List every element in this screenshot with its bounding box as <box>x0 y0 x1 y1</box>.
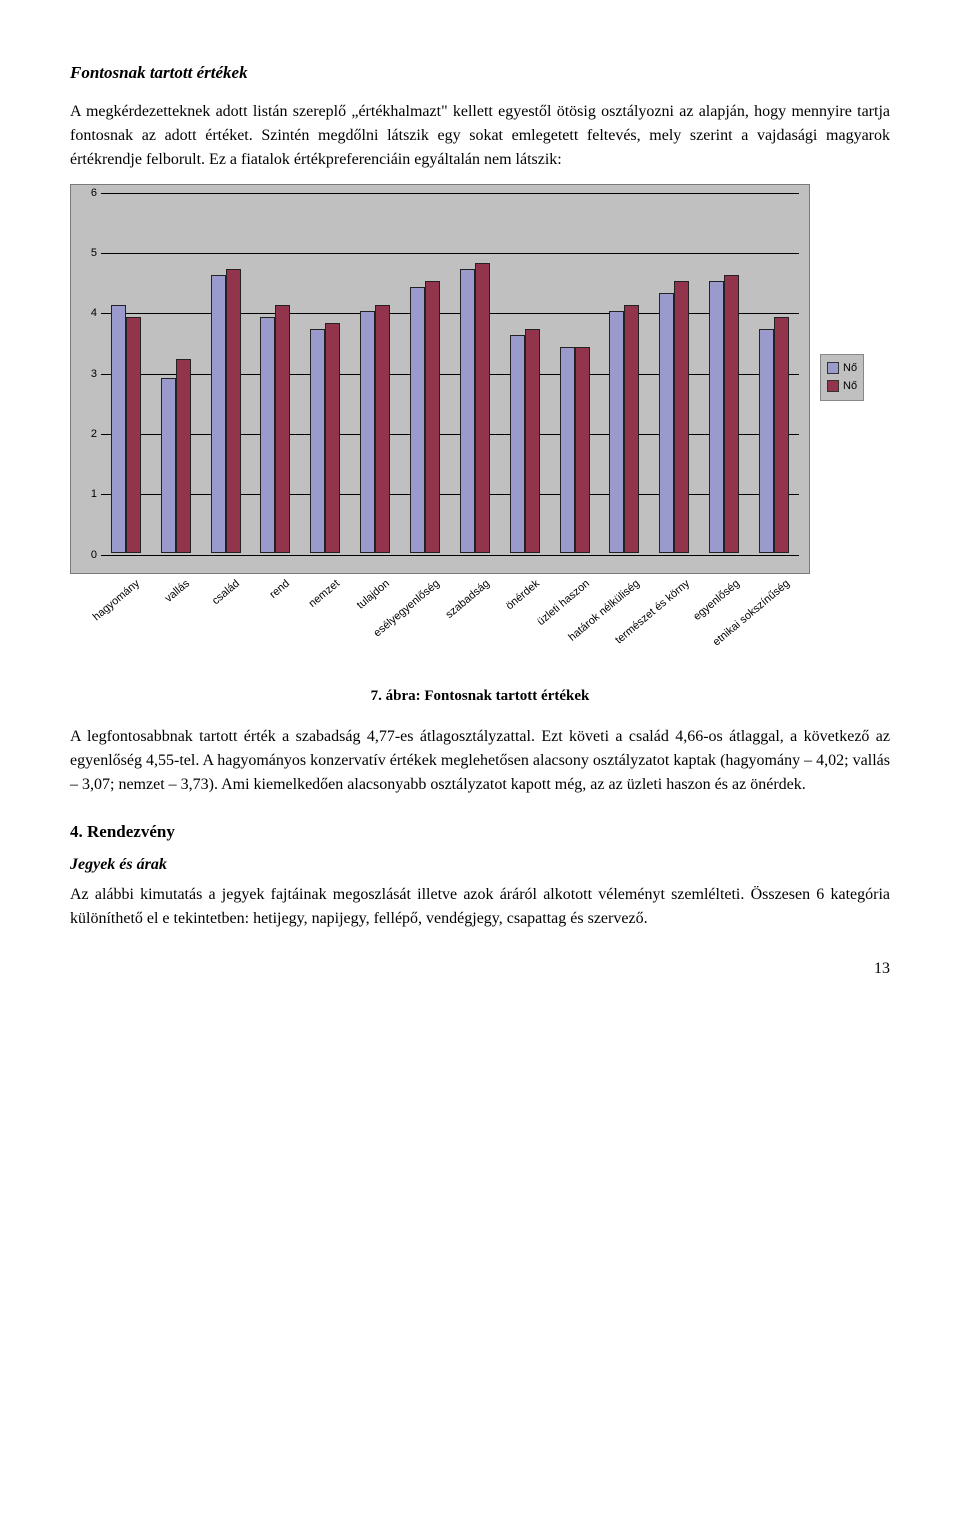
bar-series-1 <box>211 275 226 553</box>
bar-series-1 <box>560 347 575 552</box>
ytick-label: 2 <box>79 426 97 443</box>
ytick-label: 4 <box>79 305 97 322</box>
legend-swatch-2 <box>827 380 839 392</box>
bar-group <box>111 305 141 552</box>
legend-entry-1: Nő <box>827 359 857 378</box>
bar-series-1 <box>260 317 275 552</box>
bar-group <box>260 305 290 552</box>
bar-series-2 <box>575 347 590 552</box>
bar-group <box>609 305 639 552</box>
bar-group <box>560 347 590 552</box>
page-number: 13 <box>70 957 890 981</box>
bar-group <box>310 323 340 552</box>
subsubheading: Jegyek és árak <box>70 853 890 877</box>
chart-x-labels: hagyományvalláscsaládrendnemzettulajdone… <box>70 576 810 671</box>
section-title: Fontosnak tartott értékek <box>70 60 890 86</box>
bar-series-1 <box>360 311 375 552</box>
bar-group <box>709 275 739 553</box>
bar-group <box>460 263 490 553</box>
bar-group <box>759 317 789 552</box>
bar-series-2 <box>525 329 540 552</box>
bar-group <box>659 281 689 553</box>
bar-series-2 <box>226 269 241 553</box>
bar-group <box>161 359 191 552</box>
bar-series-1 <box>609 311 624 552</box>
bar-series-1 <box>709 281 724 553</box>
chart-plot-area: 0 1 2 3 4 5 6 <box>70 184 810 574</box>
x-category-label: rend <box>266 576 293 603</box>
ytick-label: 6 <box>79 184 97 201</box>
chart-caption: 7. ábra: Fontosnak tartott értékek <box>70 685 890 708</box>
bar-series-2 <box>126 317 141 552</box>
bar-series-2 <box>176 359 191 552</box>
bar-series-1 <box>510 335 525 552</box>
values-chart: 0 1 2 3 4 5 6 Nő Nő hagyomány vallás család rendn… <box>70 184 890 671</box>
ytick-label: 5 <box>79 245 97 262</box>
bar-series-2 <box>275 305 290 552</box>
bar-group <box>410 281 440 553</box>
x-category-label: hagyomány <box>89 576 143 625</box>
bar-series-1 <box>111 305 126 552</box>
bar-group <box>211 269 241 553</box>
bar-series-1 <box>659 293 674 552</box>
bar-series-2 <box>375 305 390 552</box>
legend-label-1: Nő <box>843 360 857 377</box>
subheading: 4. Rendezvény <box>70 819 890 845</box>
body-paragraph-2: Az alábbi kimutatás a jegyek fajtáinak m… <box>70 883 890 931</box>
ytick-label: 3 <box>79 365 97 382</box>
bar-series-1 <box>460 269 475 553</box>
x-category-label: önérdek <box>503 576 544 614</box>
intro-paragraph: A megkérdezetteknek adott listán szerepl… <box>70 100 890 172</box>
ytick-label: 1 <box>79 486 97 503</box>
bar-series-2 <box>624 305 639 552</box>
bar-series-1 <box>759 329 774 552</box>
bar-series-2 <box>724 275 739 553</box>
legend-swatch-1 <box>827 362 839 374</box>
legend-label-2: Nő <box>843 378 857 395</box>
bar-series-1 <box>310 329 325 552</box>
x-category-label: szabadság <box>442 576 493 623</box>
chart-legend: Nő Nő <box>820 354 864 401</box>
bar-series-1 <box>410 287 425 552</box>
x-category-label: család <box>209 576 244 609</box>
x-category-label: nemzet <box>305 576 343 612</box>
x-category-label: vallás <box>161 576 193 607</box>
x-category-label: tulajdon <box>353 576 393 613</box>
bar-series-1 <box>161 378 176 553</box>
bar-series-2 <box>475 263 490 553</box>
ytick-label: 0 <box>79 546 97 563</box>
bar-series-2 <box>425 281 440 553</box>
bar-group <box>360 305 390 552</box>
bar-series-2 <box>674 281 689 553</box>
body-paragraph-1: A legfontosabbnak tartott érték a szabad… <box>70 725 890 797</box>
bar-series-2 <box>774 317 789 552</box>
bar-series-2 <box>325 323 340 552</box>
legend-entry-2: Nő <box>827 377 857 396</box>
bar-group <box>510 329 540 552</box>
